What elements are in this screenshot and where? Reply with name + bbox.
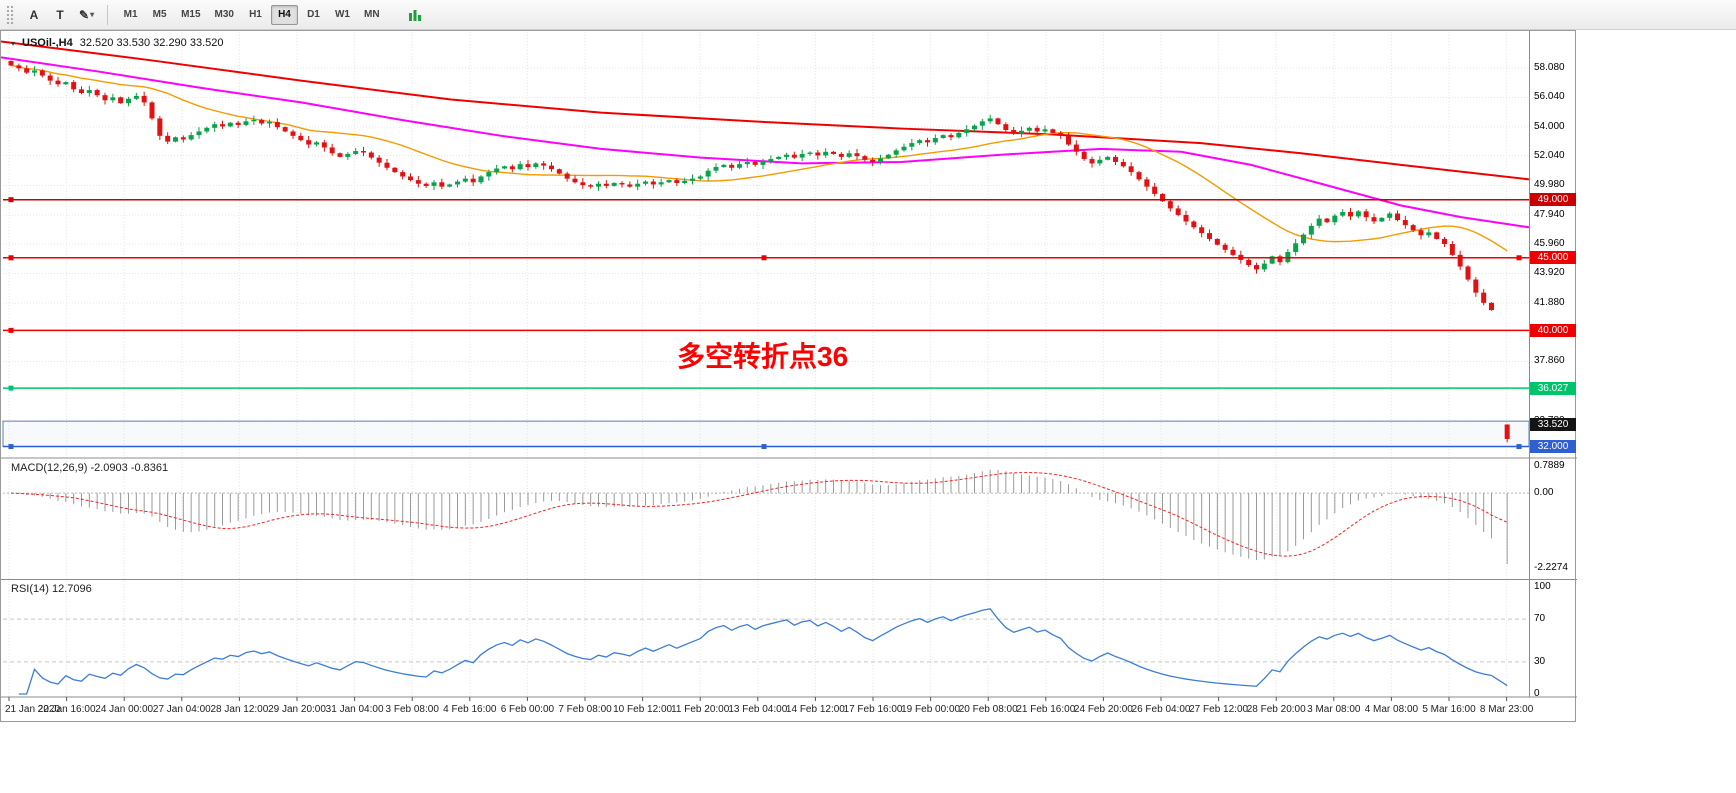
price-tick-label: 47.940	[1534, 209, 1565, 221]
macd-axis-min: -2.2274	[1534, 562, 1568, 574]
price-tick-label: 56.040	[1534, 91, 1565, 103]
rsi-layer	[3, 608, 1529, 695]
draw-tools-button[interactable]: ✎ ▾	[74, 4, 99, 26]
text-tool-button[interactable]: T	[48, 4, 72, 26]
price-tick-label: 37.860	[1534, 355, 1565, 367]
time-axis-label: 4 Mar 08:00	[1364, 704, 1419, 715]
time-axis-label: 13 Feb 04:00	[728, 704, 788, 715]
horizontal-lines-layer[interactable]	[3, 197, 1529, 450]
time-axis-label: 21 Feb 16:00	[1016, 704, 1076, 715]
time-axis-label: 4 Feb 16:00	[443, 704, 497, 715]
time-axis-label: 24 Feb 20:00	[1073, 704, 1133, 715]
time-axis-label: 27 Jan 04:00	[152, 704, 211, 715]
panel-borders	[1, 31, 1577, 701]
pencil-icon: ✎	[79, 7, 90, 22]
price-tick-label: 49.980	[1534, 179, 1565, 191]
time-axis-label: 3 Feb 08:00	[385, 704, 439, 715]
moving-averages-layer	[1, 40, 1530, 252]
chevron-down-icon: ▾	[11, 38, 16, 48]
symbol-title: USOil-,H4	[22, 37, 73, 49]
time-axis-label: 29 Jan 20:00	[268, 704, 326, 715]
price-channel[interactable]	[2, 420, 1530, 448]
timeframe-group: M1 M5 M15 M30 H1 H4 D1 W1 MN	[116, 4, 386, 25]
chevron-down-icon: ▾	[90, 10, 95, 19]
time-axis-label: 6 Feb 00:00	[500, 704, 555, 715]
price-level-badge: 40.000	[1530, 323, 1576, 337]
timeframe-button-m1[interactable]: M1	[117, 5, 144, 25]
price-level-badge: 45.000	[1530, 251, 1576, 265]
time-axis-label: 8 Mar 23:00	[1479, 704, 1534, 715]
time-axis-label: 14 Feb 12:00	[785, 704, 845, 715]
timeframe-button-m5[interactable]: M5	[146, 5, 173, 25]
ohlc-values: 32.520 33.530 32.290 33.520	[79, 37, 224, 49]
price-tick-label: 52.040	[1534, 149, 1565, 161]
macd-layer	[3, 469, 1529, 565]
rsi-axis-label: 100	[1534, 581, 1551, 592]
time-axis-label: 7 Feb 08:00	[558, 704, 612, 715]
rsi-axis-label: 30	[1534, 655, 1546, 667]
time-axis-label: 19 Feb 00:00	[901, 704, 961, 715]
rsi-label: RSI(14) 12.7096	[11, 583, 92, 595]
time-axis-label: 24 Jan 00:00	[95, 704, 154, 715]
chart-canvas[interactable]	[1, 31, 1577, 703]
macd-axis-max: 0.7889	[1534, 460, 1565, 472]
time-axis-label: 27 Feb 12:00	[1189, 704, 1249, 715]
toolbar-separator	[107, 4, 109, 25]
chart-title: ▾ USOil-,H4 32.520 33.530 32.290 33.520	[11, 37, 224, 49]
timeframe-button-m15[interactable]: M15	[175, 5, 206, 25]
macd-label: MACD(12,26,9) -2.0903 -0.8361	[11, 462, 169, 474]
price-tick-label: 45.960	[1534, 237, 1565, 249]
candlestick-layer	[8, 60, 1510, 443]
time-axis-label: 26 Feb 04:00	[1131, 704, 1191, 715]
timeframe-button-m30[interactable]: M30	[209, 5, 240, 25]
price-level-badge: 36.027	[1530, 381, 1576, 395]
price-level-badge: 32.000	[1530, 440, 1576, 454]
time-axis-label: 22 Jan 16:00	[37, 704, 96, 715]
price-tick-label: 41.880	[1534, 297, 1565, 309]
time-axis-label: 28 Jan 12:00	[210, 704, 269, 715]
price-tick-label: 54.000	[1534, 121, 1565, 133]
price-tick-label: 43.920	[1534, 267, 1565, 279]
time-axis-label: 11 Feb 20:00	[671, 704, 730, 715]
chart-annotation[interactable]: 多空转折点36	[677, 341, 849, 372]
timeframe-button-mn[interactable]: MN	[358, 5, 386, 25]
rsi-axis-label: 0	[1534, 688, 1540, 699]
bar-chart-icon	[408, 9, 421, 21]
ma-orange	[10, 64, 1508, 252]
timeframe-button-h1[interactable]: H1	[242, 5, 269, 25]
time-axis-label: 28 Feb 20:00	[1246, 704, 1306, 715]
time-axis-label: 20 Feb 08:00	[958, 704, 1018, 715]
toolbar-drag-handle[interactable]	[6, 4, 15, 25]
current-price-badge: 33.520	[1530, 417, 1576, 431]
timeframe-button-d1[interactable]: D1	[300, 5, 327, 25]
rsi-axis-label: 70	[1534, 613, 1546, 625]
chart-area[interactable]: ▾ USOil-,H4 32.520 33.530 32.290 33.520 …	[0, 30, 1577, 722]
price-level-badge: 49.000	[1530, 193, 1576, 207]
time-axis-label: 10 Feb 12:00	[613, 704, 673, 715]
timeframe-button-w1[interactable]: W1	[329, 5, 356, 25]
price-tick-label: 58.080	[1534, 61, 1565, 73]
time-axis-label: 17 Feb 16:00	[843, 704, 903, 715]
time-axis-label: 31 Jan 04:00	[325, 704, 384, 715]
macd-axis-zero: 0.00	[1534, 487, 1554, 499]
time-axis-label: 5 Mar 16:00	[1422, 704, 1476, 715]
font-tool-button[interactable]: A	[22, 4, 46, 26]
time-axis-label: 21 Jan 2020	[5, 704, 61, 715]
chart-tool-button[interactable]	[403, 4, 427, 26]
time-axis-label: 3 Mar 08:00	[1307, 704, 1361, 715]
timeframe-button-h4[interactable]: H4	[270, 4, 298, 25]
toolbar: A T ✎ ▾ M1 M5 M15 M30 H1 H4 D1 W1 MN	[0, 0, 1736, 30]
